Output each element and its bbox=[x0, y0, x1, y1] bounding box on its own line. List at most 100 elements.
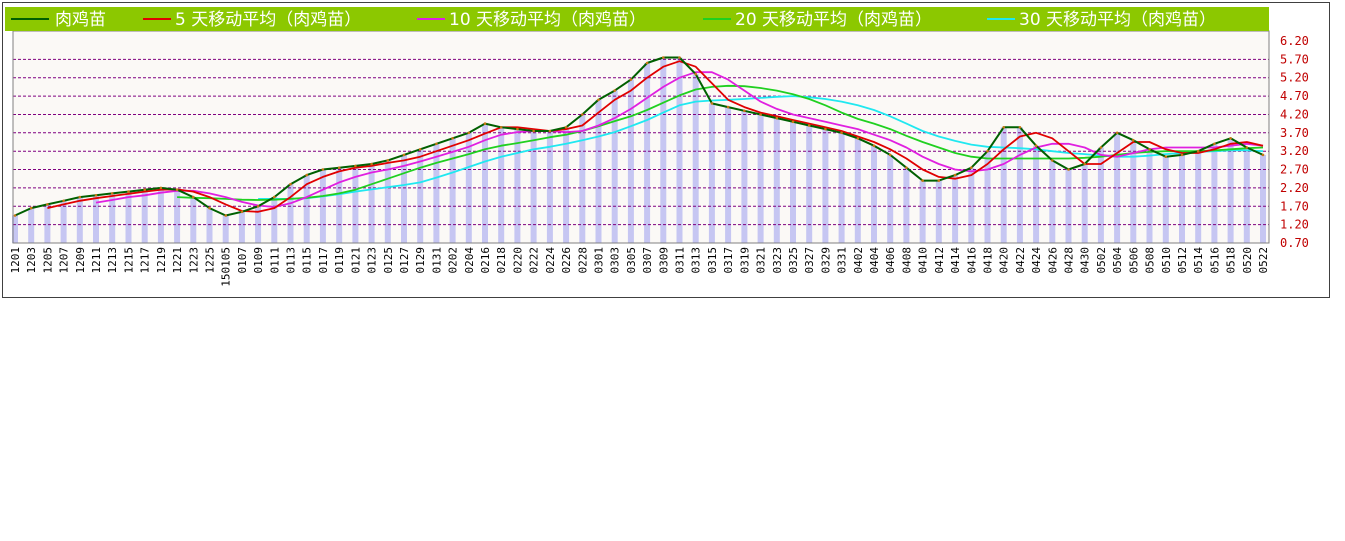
grid-layer bbox=[13, 58, 1269, 226]
plot-background bbox=[13, 31, 1269, 243]
price-point bbox=[273, 195, 276, 199]
price-bar bbox=[935, 180, 942, 243]
price-point bbox=[516, 127, 519, 131]
price-point bbox=[386, 159, 390, 162]
price-point bbox=[613, 89, 616, 92]
price-bar bbox=[1033, 145, 1040, 243]
price-point bbox=[1229, 137, 1232, 140]
x-tick-label: 0305 bbox=[625, 247, 638, 274]
price-point bbox=[564, 126, 568, 129]
x-tick-label: 0412 bbox=[933, 247, 946, 274]
price-point bbox=[1213, 142, 1216, 146]
price-point bbox=[678, 56, 681, 59]
price-bar bbox=[1081, 164, 1088, 243]
price-bar bbox=[76, 197, 83, 243]
chart-frame: 6.20 5.70 5.20 4.70 4.20 3.70 3.20 2.70 2.20 1.70… bbox=[2, 2, 1330, 298]
price-bar bbox=[44, 204, 51, 243]
y-tick-label: 2.20 bbox=[1280, 181, 1309, 195]
price-bar bbox=[498, 127, 505, 243]
price-bar bbox=[109, 193, 116, 243]
price-point bbox=[743, 109, 746, 113]
x-tick-label: 0404 bbox=[868, 247, 881, 274]
price-point bbox=[499, 126, 503, 129]
price-bar bbox=[271, 197, 278, 243]
price-point bbox=[581, 113, 584, 116]
x-tick-label: 0121 bbox=[349, 247, 362, 274]
price-point bbox=[337, 166, 341, 169]
price-bar bbox=[660, 57, 667, 243]
x-tick-label: 1215 bbox=[123, 247, 136, 274]
price-point bbox=[224, 214, 227, 217]
x-tick-label: 0518 bbox=[1225, 247, 1238, 274]
x-tick-label: 0514 bbox=[1192, 247, 1205, 274]
price-bar bbox=[741, 110, 748, 243]
price-bar bbox=[482, 123, 488, 243]
price-bar bbox=[287, 184, 294, 243]
price-bar bbox=[222, 215, 229, 243]
price-bar bbox=[822, 129, 829, 243]
price-point bbox=[970, 166, 973, 169]
price-bar bbox=[1146, 149, 1153, 243]
x-tick-label: 0315 bbox=[706, 247, 719, 274]
price-point bbox=[645, 61, 649, 65]
y-tick-label: 6.20 bbox=[1280, 34, 1309, 48]
price-bar bbox=[1227, 138, 1234, 243]
price-bar bbox=[384, 160, 391, 243]
price-bar bbox=[1243, 147, 1250, 243]
x-tick-label: 1211 bbox=[90, 247, 103, 274]
x-tick-label: 0127 bbox=[398, 247, 411, 274]
x-tick-label: 0311 bbox=[674, 247, 687, 274]
x-tick-label: 0220 bbox=[511, 247, 524, 274]
x-tick-label: 0325 bbox=[787, 247, 800, 274]
price-point bbox=[532, 129, 535, 133]
price-bar bbox=[157, 187, 164, 243]
x-tick-label: 0504 bbox=[1111, 247, 1124, 274]
price-point bbox=[759, 113, 762, 116]
price-point bbox=[321, 168, 325, 171]
price-point bbox=[1164, 155, 1168, 158]
x-tick-label: 0202 bbox=[447, 247, 460, 274]
price-point bbox=[726, 105, 730, 109]
price-point bbox=[856, 137, 860, 140]
price-bar bbox=[125, 191, 132, 243]
series-line-ma5 bbox=[47, 60, 1264, 213]
price-point bbox=[1261, 153, 1265, 157]
x-tick-label: 0418 bbox=[982, 247, 995, 274]
x-tick-label: 0125 bbox=[382, 247, 395, 274]
y-tick-label: 2.70 bbox=[1280, 163, 1309, 177]
price-point bbox=[597, 98, 600, 102]
y-tick-label: 3.70 bbox=[1280, 126, 1309, 140]
price-point bbox=[354, 164, 357, 168]
price-point bbox=[1115, 131, 1119, 135]
price-point bbox=[1002, 126, 1005, 129]
price-bar bbox=[887, 154, 894, 243]
price-bar bbox=[514, 129, 521, 243]
price-bar bbox=[530, 131, 537, 243]
price-point bbox=[305, 173, 309, 177]
price-point bbox=[1034, 144, 1038, 147]
price-point bbox=[888, 153, 892, 157]
price-bar bbox=[563, 127, 570, 243]
price-bar bbox=[725, 107, 732, 243]
price-bar bbox=[676, 57, 683, 243]
price-bar bbox=[352, 165, 359, 243]
x-tick-label: 0410 bbox=[917, 247, 930, 274]
price-point bbox=[791, 120, 795, 124]
x-tick-label: 1207 bbox=[58, 247, 71, 274]
x-tick-label: 0119 bbox=[333, 247, 346, 274]
series-line-ma30 bbox=[258, 95, 1264, 200]
x-tick-label: 1219 bbox=[155, 247, 168, 274]
price-point bbox=[1180, 153, 1184, 157]
price-point bbox=[483, 122, 487, 125]
price-bar bbox=[708, 103, 715, 244]
price-bar bbox=[773, 118, 780, 243]
x-tick-label: 0408 bbox=[900, 247, 913, 274]
y-tick-label: 4.20 bbox=[1280, 108, 1309, 122]
x-tick-label: 0111 bbox=[268, 247, 281, 274]
y-tick-label: 1.70 bbox=[1280, 199, 1309, 213]
x-tick-label: 0123 bbox=[366, 247, 379, 274]
price-bar bbox=[854, 138, 861, 243]
x-tick-label: 1223 bbox=[187, 247, 200, 274]
x-tick-label: 0428 bbox=[1063, 247, 1076, 274]
x-tick-label: 0424 bbox=[1030, 247, 1043, 274]
